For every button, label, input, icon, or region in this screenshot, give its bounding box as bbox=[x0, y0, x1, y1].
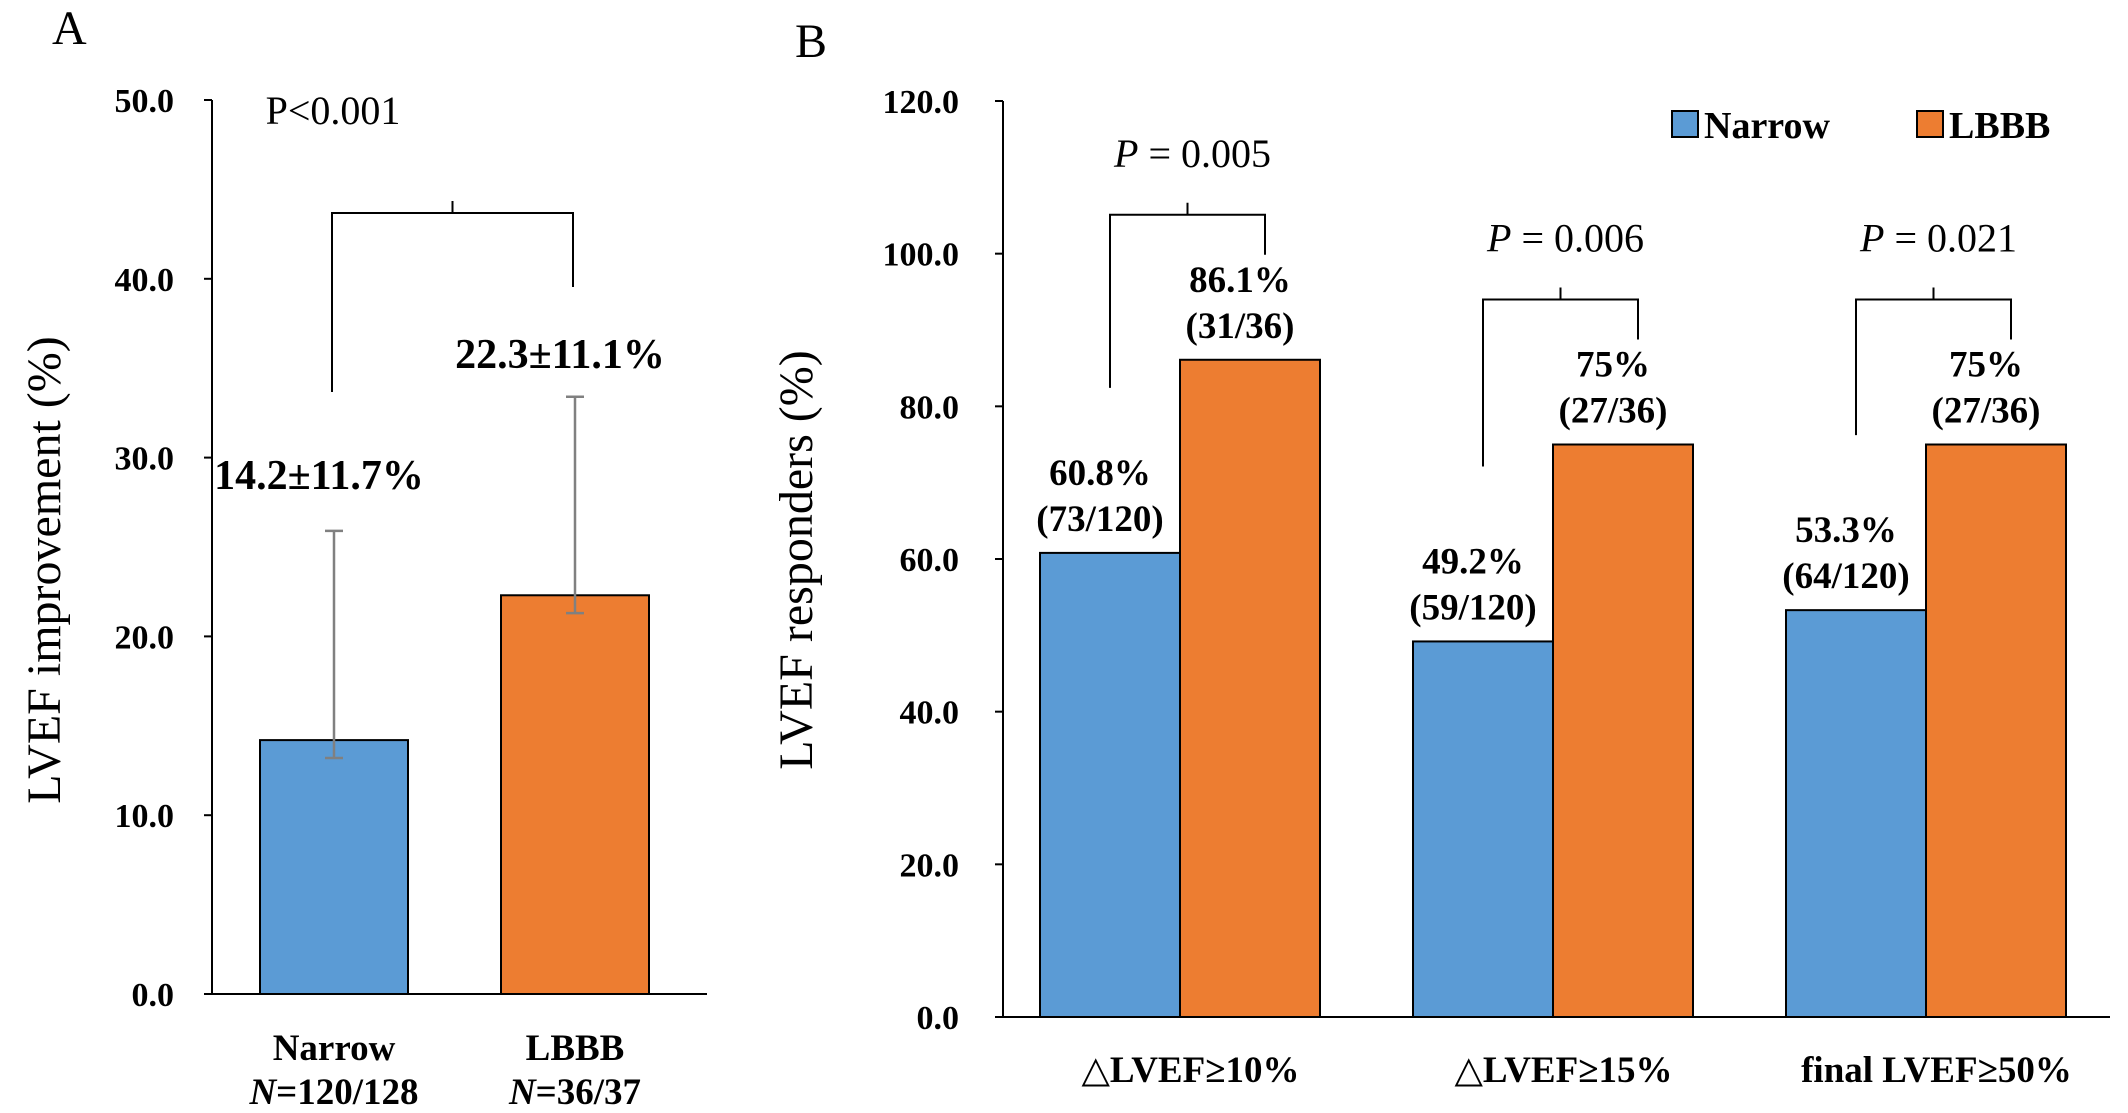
panel-b-data-label-count: (73/120) bbox=[1036, 499, 1163, 540]
panel-b-significance-bracket bbox=[1482, 287, 1639, 467]
panel-b-data-label-value: 53.3% bbox=[1795, 510, 1897, 551]
panel-b-p-value: P = 0.021 bbox=[1859, 216, 2017, 261]
panel-b-category-label: △LVEF≥15% bbox=[1454, 1050, 1672, 1091]
panel-a-letter: A bbox=[52, 2, 87, 55]
panel-b-y-tick-label: 60.0 bbox=[900, 542, 960, 579]
panel-b-p-value: P = 0.005 bbox=[1113, 131, 1271, 176]
panel-b-data-label-count: (31/36) bbox=[1186, 306, 1295, 347]
panel-a-y-tick-label: 40.0 bbox=[115, 262, 175, 299]
panel-b-category-label: △LVEF≥10% bbox=[1081, 1050, 1299, 1091]
panel-b-y-tick-label: 40.0 bbox=[900, 695, 960, 732]
panel-b-data-label-count: (27/36) bbox=[1932, 391, 2041, 432]
panel-b-data-label-count: (59/120) bbox=[1409, 587, 1536, 628]
panel-b-y-tick-label: 100.0 bbox=[883, 237, 960, 274]
panel-b-data-label-value: 49.2% bbox=[1422, 541, 1524, 582]
panel-b-data-label-count: (64/120) bbox=[1782, 556, 1909, 597]
panel-b-significance-bracket bbox=[1109, 202, 1266, 388]
panel-a-category-label: LBBB bbox=[526, 1028, 625, 1069]
panel-a-y-tick-label: 10.0 bbox=[115, 798, 175, 835]
panel-b-category-label: final LVEF≥50% bbox=[1801, 1050, 2072, 1091]
panel-a-bar-narrow bbox=[259, 739, 409, 995]
panel-a-bar-lbbb bbox=[500, 594, 650, 995]
panel-a-y-tick-label: 50.0 bbox=[115, 83, 175, 120]
legend-swatch-lbbb bbox=[1916, 110, 1944, 138]
panel-a-data-label: 14.2±11.7% bbox=[214, 453, 424, 499]
panel-b-y-tick-label: 0.0 bbox=[917, 1000, 960, 1037]
panel-a-y-tick-label: 30.0 bbox=[115, 441, 175, 478]
panel-b-y-axis-label: LVEF responders (%) bbox=[770, 350, 823, 769]
panel-b-p-value: P = 0.006 bbox=[1486, 216, 1644, 261]
panel-b-data-label-value: 75% bbox=[1576, 345, 1650, 386]
panel-a-y-axis-label: LVEF improvement (%) bbox=[18, 336, 71, 803]
panel-b-bar-narrow bbox=[1785, 609, 1927, 1018]
legend-swatch-narrow bbox=[1671, 110, 1699, 138]
panel-b: LVEF responders (%) 0.0 20.0 40.0 60.0 80.0 1… bbox=[770, 84, 2110, 1091]
panel-a-data-label: 22.3±11.1% bbox=[455, 332, 665, 378]
panel-b-data-label-value: 75% bbox=[1949, 345, 2023, 386]
panel-a-category-label: Narrow bbox=[273, 1028, 396, 1069]
panel-a-p-value: P<0.001 bbox=[266, 88, 401, 133]
panel-b-bar-lbbb bbox=[1925, 443, 2067, 1018]
panel-b-letter: B bbox=[795, 15, 827, 68]
panel-b-bar-lbbb bbox=[1552, 443, 1694, 1018]
panel-a-category-n: N=120/128 bbox=[248, 1072, 418, 1113]
panel-b-bar-narrow bbox=[1412, 640, 1554, 1018]
panel-b-data-label-value: 60.8% bbox=[1049, 453, 1151, 494]
panel-b-bar-lbbb bbox=[1179, 358, 1321, 1018]
panel-b-significance-bracket bbox=[1855, 287, 2012, 436]
panel-a-y-tick-label: 20.0 bbox=[115, 619, 175, 656]
panel-b-data-label-count: (27/36) bbox=[1559, 391, 1668, 432]
panel-b-data-label-value: 86.1% bbox=[1189, 260, 1291, 301]
legend-label-narrow: Narrow bbox=[1704, 105, 1830, 147]
panel-b-y-tick-label: 80.0 bbox=[900, 389, 960, 426]
panel-b-y-tick-label: 120.0 bbox=[883, 84, 960, 121]
panel-b-legend: Narrow LBBB bbox=[1671, 105, 2050, 147]
panel-a-significance-bracket bbox=[331, 201, 574, 392]
panel-b-y-tick-label: 20.0 bbox=[900, 847, 960, 884]
legend-label-lbbb: LBBB bbox=[1949, 105, 2050, 147]
panel-b-bar-narrow bbox=[1039, 551, 1181, 1018]
panel-a-category-n: N=36/37 bbox=[508, 1072, 641, 1113]
panel-a-y-tick-label: 0.0 bbox=[132, 977, 175, 1014]
panel-a: LVEF improvement (%) 0.0 10.0 20.0 30.0 40.0… bbox=[18, 83, 707, 1113]
